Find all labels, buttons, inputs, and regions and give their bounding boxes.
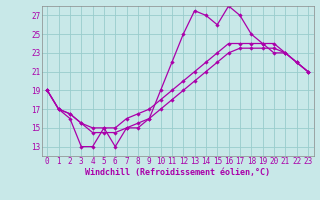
- X-axis label: Windchill (Refroidissement éolien,°C): Windchill (Refroidissement éolien,°C): [85, 168, 270, 177]
